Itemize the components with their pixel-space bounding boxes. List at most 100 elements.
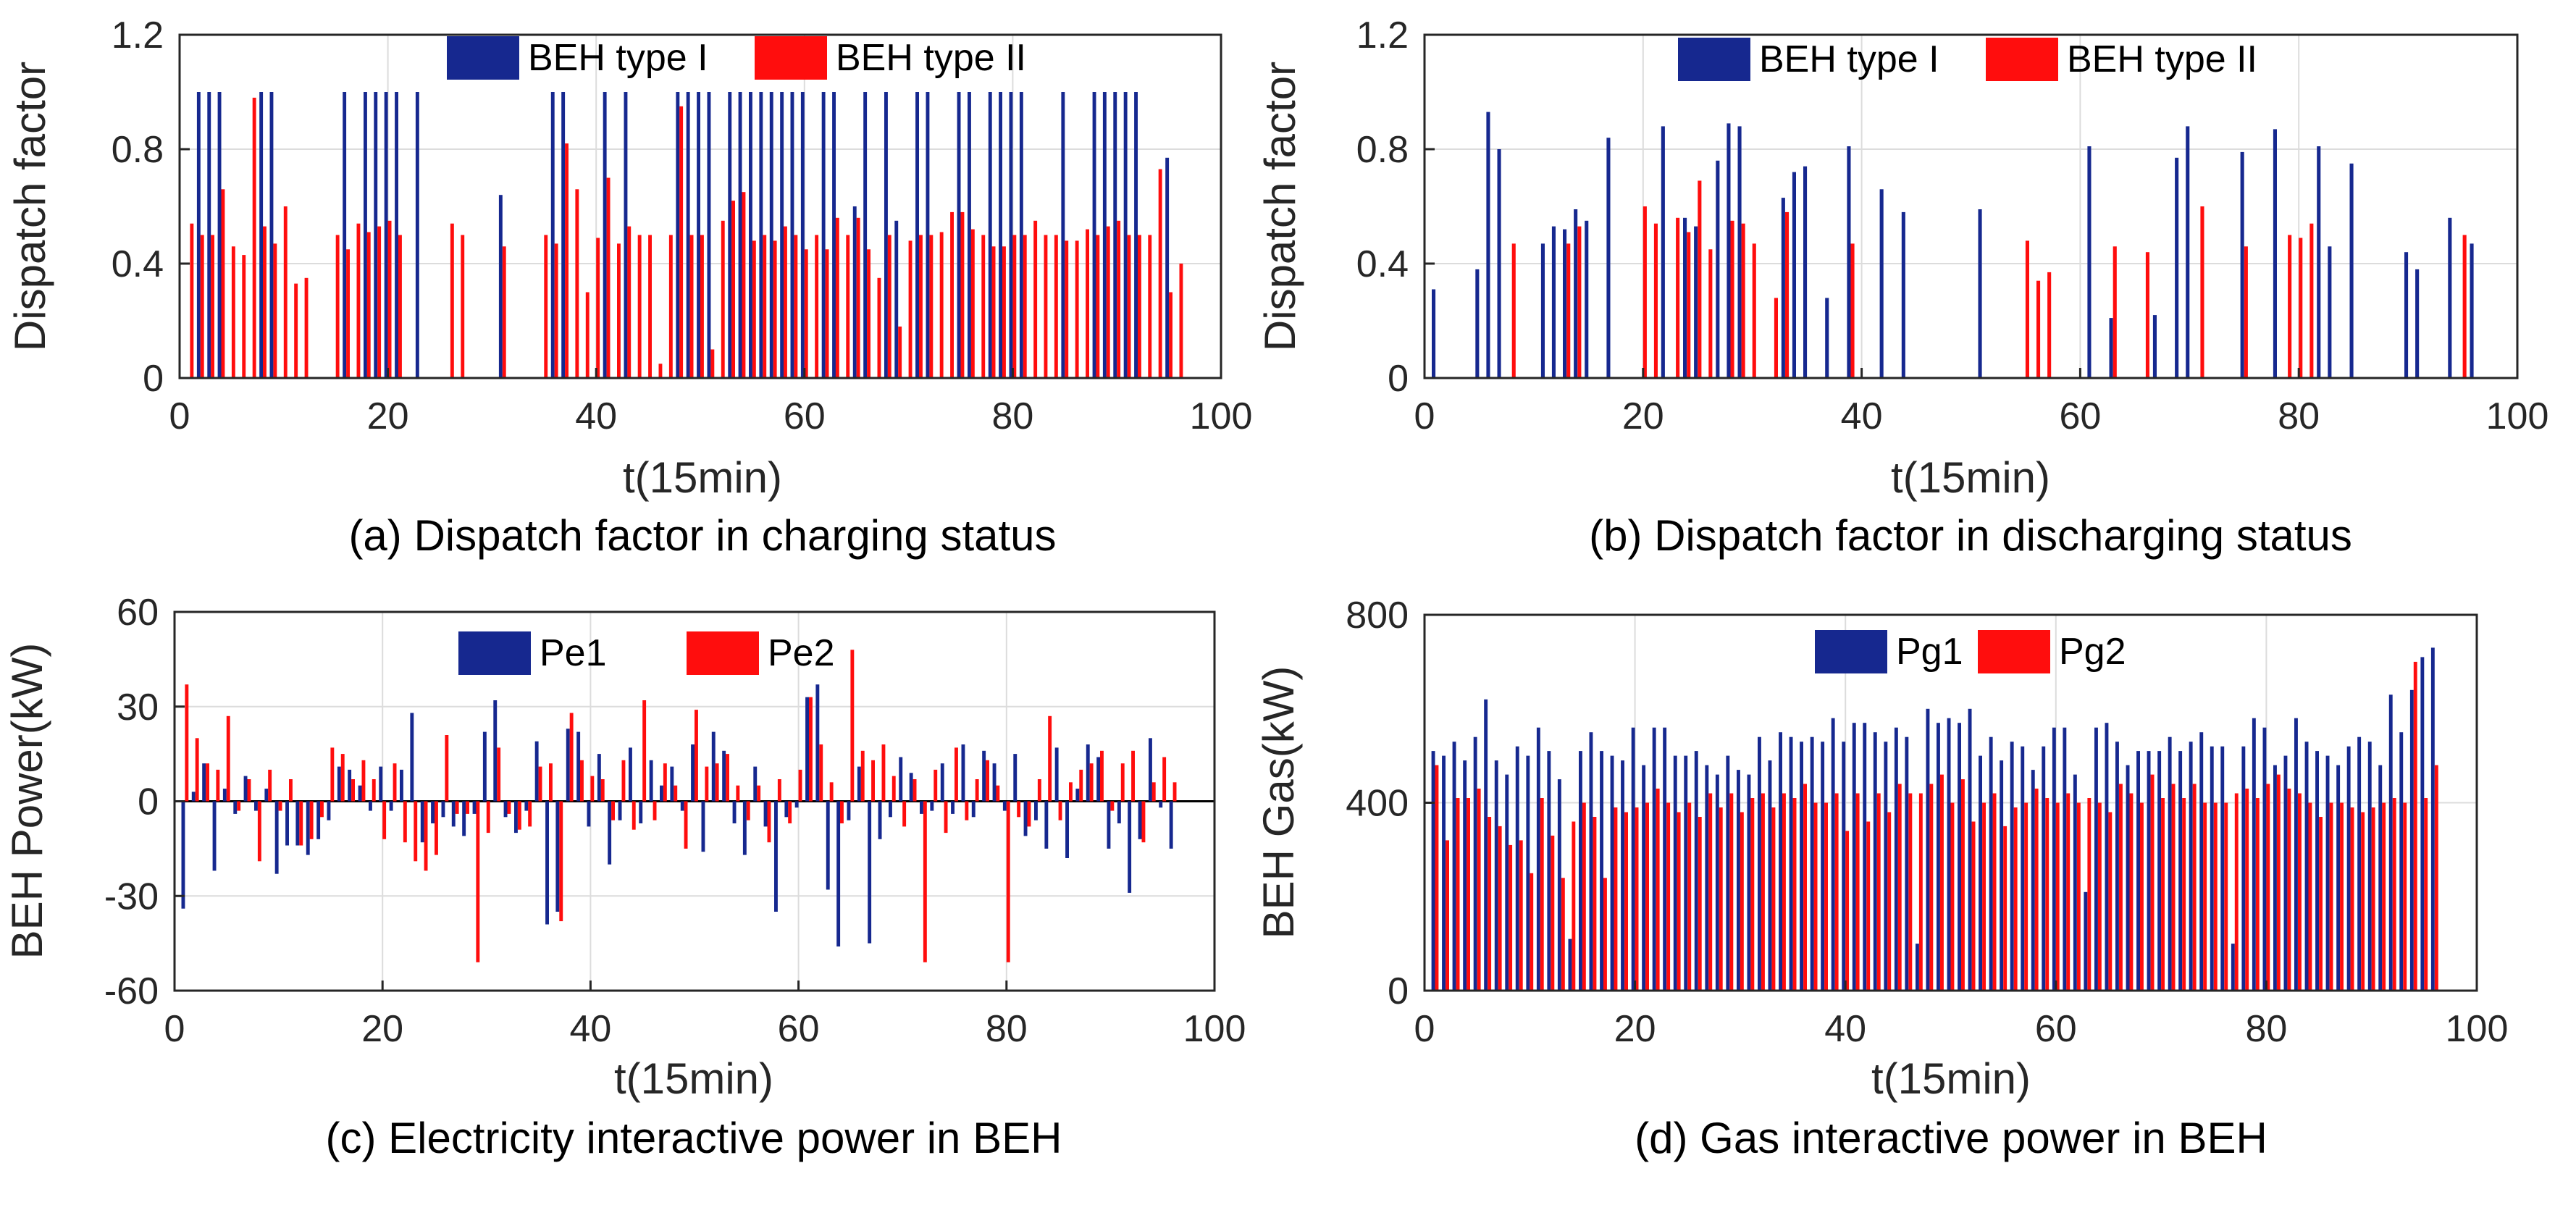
bar-series-1 [852,206,857,378]
bar-series-2 [1002,246,1006,378]
bar-series-1 [2367,742,2372,991]
x-tick-label: 100 [2446,1008,2509,1050]
bar-series-2 [1456,798,1460,991]
bar-series-1 [358,785,362,802]
bar-series-1 [2052,727,2056,991]
bar-series-1 [1863,723,1867,991]
bar-series-1 [441,801,445,818]
axes-box [1423,33,2519,379]
legend-swatch-2 [755,36,827,80]
y-tick-label: 0.8 [1356,129,1409,171]
bar-series-1 [1463,760,1467,991]
bar-series-2 [777,779,781,802]
bar-series-2 [226,715,230,802]
legend-label-1: BEH type I [528,37,708,79]
bar-series-1 [915,92,919,378]
bar-series-1 [2094,727,2098,991]
bar-series-1 [212,801,217,871]
bar-series-2 [1940,774,1944,991]
x-axis-label: t(15min) [614,1054,773,1103]
bar-series-2 [435,801,438,855]
bar-series-1 [395,92,398,378]
bar-series-1 [343,92,347,378]
bar-series-1 [618,801,622,820]
bar-series-1 [2283,755,2288,991]
bar-series-2 [2308,802,2312,991]
bar-series-1 [462,801,466,836]
x-tick-label: 20 [1622,395,1664,437]
x-tick-label: 80 [991,395,1033,437]
bar-series-1 [2349,163,2354,379]
bar-series-2 [809,697,813,802]
bar-series-1 [603,92,607,378]
bar-series-2 [1058,801,1062,820]
bar-series-1 [639,801,643,823]
bar-series-2 [668,235,673,378]
bar-series-2 [1740,812,1744,991]
bar-series-2 [195,738,199,802]
bar-series-1 [826,801,830,890]
bar-series-2 [752,240,756,378]
bar-series-1 [930,801,934,811]
bar-series-2 [996,785,1000,802]
bar-series-2 [815,235,819,378]
bar-series-2 [1100,750,1104,802]
bar-series-2 [705,766,709,802]
bar-series-1 [1486,112,1490,378]
bar-series-1 [753,766,758,802]
bar-series-1 [1102,92,1107,378]
bar-series-2 [497,747,501,802]
x-axis-label: t(15min) [1871,1054,2031,1103]
bar-series-2 [944,801,948,834]
bar-series-1 [749,92,752,378]
bar-series-2 [247,779,251,802]
bar-series-1 [769,92,773,378]
bar-series-1 [790,92,794,378]
bar-series-2 [1850,243,1855,378]
bar-series-2 [908,240,912,378]
bar-series-2 [856,217,860,378]
bar-series-2 [757,785,761,802]
bar-series-1 [2240,151,2244,378]
bar-series-1 [498,195,503,378]
bar-series-1 [784,801,789,818]
bar-series-1 [899,757,903,802]
bar-series-2 [242,255,246,378]
bar-series-1 [2186,126,2190,378]
x-tick-label: 0 [164,1008,185,1050]
bar-series-2 [1079,769,1083,802]
bar-series-1 [1989,736,1993,991]
bar-series-2 [1666,802,1671,991]
bar-series-2 [2150,774,2155,991]
bar-series-2 [2129,793,2134,991]
legend-swatch-1 [1678,38,1750,81]
bar-series-2 [1169,292,1172,378]
bar-series-1 [1117,801,1121,823]
bar-series-2 [2045,798,2050,991]
bar-series-2 [840,801,844,823]
bar-series-2 [1813,802,1818,991]
bar-series-2 [289,779,293,802]
bar-series-1 [1879,189,1884,378]
bar-series-1 [243,776,248,802]
bar-series-1 [1547,751,1551,991]
bar-series-2 [2213,802,2218,991]
bar-series-2 [382,801,387,839]
bar-series-1 [2273,765,2277,991]
bar-series-2 [1577,226,1582,378]
bar-series-2 [2288,235,2292,378]
bar-series-1 [940,763,944,802]
bar-series-1 [909,773,913,802]
y-tick-label: 0 [1388,358,1409,400]
bar-series-2 [632,801,636,830]
bar-series-2 [767,801,771,843]
bar-series-1 [2252,718,2256,991]
bar-series-1 [1894,727,1898,991]
bar-series-2 [1069,782,1073,802]
bar-series-2 [1950,802,1955,991]
bar-series-2 [393,763,397,802]
bar-series-1 [576,731,581,802]
bar-series-1 [306,801,310,855]
bar-series-2 [700,235,704,378]
bar-series-2 [1624,812,1628,991]
